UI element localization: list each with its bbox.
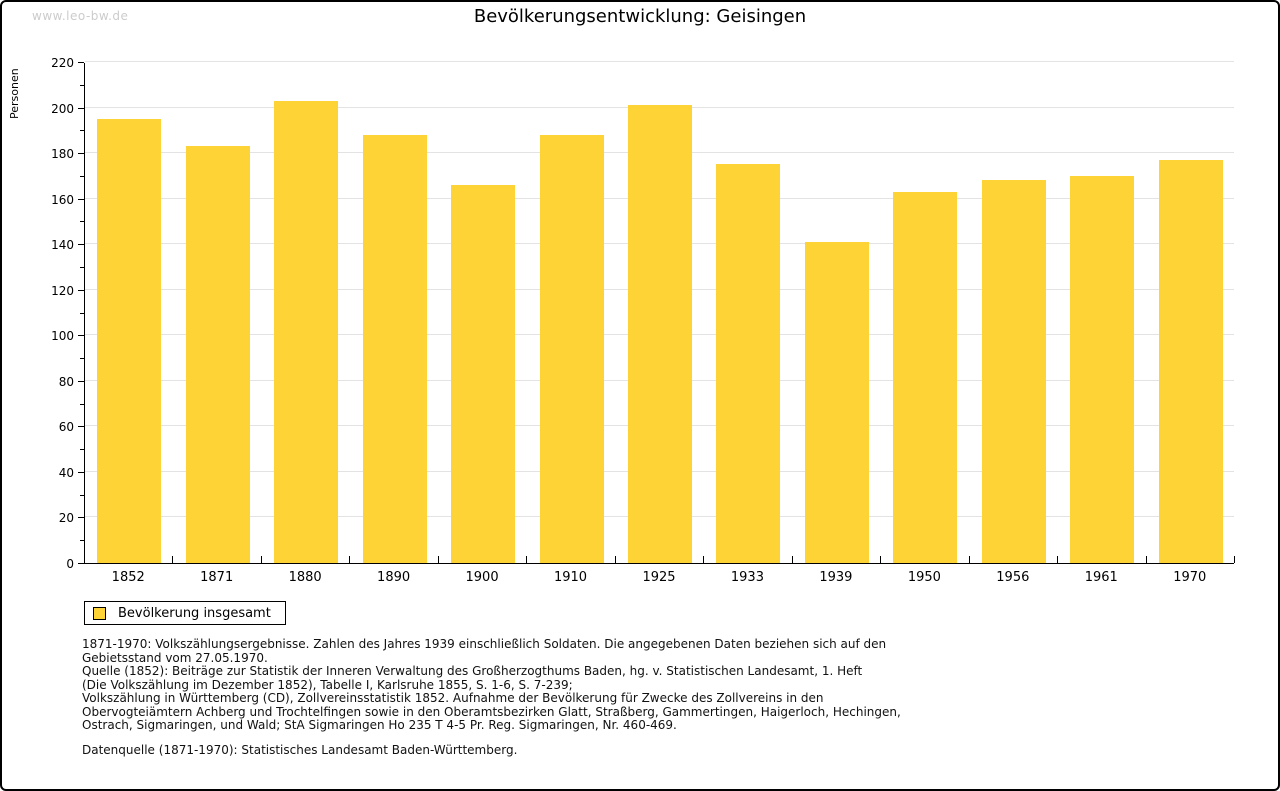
chart-title: Bevölkerungsentwicklung: Geisingen	[473, 6, 807, 27]
x-tick-label-1970: 1970	[1173, 570, 1207, 585]
y-tick-label-80: 80	[58, 374, 74, 389]
y-tick-major	[78, 426, 84, 428]
y-tick-minor	[80, 540, 84, 542]
bar-1925	[628, 105, 692, 563]
y-tick-major	[78, 335, 84, 337]
y-tick-minor	[80, 84, 84, 86]
bar-1939	[804, 241, 869, 563]
y-tick-label-180: 180	[51, 147, 74, 162]
bar-1956	[981, 180, 1046, 563]
x-tick	[349, 556, 351, 563]
x-tick	[437, 556, 439, 563]
x-tick-label-1933: 1933	[730, 570, 764, 585]
y-tick-minor	[80, 175, 84, 177]
y-tick-major	[78, 563, 84, 564]
bar-1933	[716, 164, 781, 563]
bar-1871	[185, 146, 250, 563]
x-tick-label-1871: 1871	[200, 570, 234, 585]
y-tick-label-220: 220	[51, 56, 74, 70]
y-tick-minor	[80, 494, 84, 496]
y-tick-major	[78, 471, 84, 473]
x-tick	[260, 556, 262, 563]
legend: Bevölkerung insgesamt	[84, 601, 286, 625]
y-tick-label-100: 100	[51, 329, 74, 344]
bar-1852	[97, 118, 162, 563]
x-tick	[1057, 556, 1059, 563]
plot-area	[84, 61, 1235, 564]
x-tick-label-1900: 1900	[465, 570, 499, 585]
x-tick-label-1890: 1890	[377, 570, 411, 585]
bar-1910	[539, 134, 604, 563]
y-tick-major	[78, 62, 84, 63]
bar-1970	[1158, 159, 1223, 563]
footnote-line: Quelle (1852): Beiträge zur Statistik de…	[82, 664, 863, 678]
y-tick-label-120: 120	[51, 283, 74, 298]
x-tick	[880, 556, 882, 563]
x-tick-label-1852: 1852	[111, 570, 145, 585]
bar-1961	[1070, 175, 1135, 563]
gridline-y220	[85, 61, 1234, 62]
y-tick-minor	[80, 266, 84, 268]
x-tick	[172, 556, 174, 563]
y-tick-label-200: 200	[51, 101, 74, 116]
x-tick-label-1910: 1910	[553, 570, 588, 585]
y-tick-major	[78, 153, 84, 155]
x-tick-label-1950: 1950	[907, 570, 941, 585]
bar-1880	[274, 100, 339, 563]
y-tick-major	[78, 289, 84, 291]
footnote-line: Ostrach, Sigmaringen, und Wald; StA Sigm…	[82, 718, 677, 732]
footnote-line: (Die Volkszählung im Dezember 1852), Tab…	[82, 677, 573, 692]
y-tick-major	[78, 517, 84, 519]
y-tick-label-60: 60	[58, 420, 74, 435]
watermark-text: www.leo-bw.de	[32, 9, 129, 23]
x-tick-label-1939: 1939	[819, 570, 853, 585]
y-tick-label-160: 160	[51, 192, 74, 207]
footnote-block: 1871-1970: Volkszählungsergebnisse. Zahl…	[82, 637, 1222, 733]
legend-swatch-icon	[93, 606, 106, 620]
x-tick	[703, 556, 705, 563]
bar-1900	[451, 184, 516, 563]
y-tick-minor	[80, 221, 84, 223]
x-tick	[791, 556, 793, 563]
y-tick-minor	[80, 403, 84, 405]
y-tick-label-20: 20	[58, 511, 74, 526]
y-tick-minor	[80, 130, 84, 132]
x-tick	[526, 556, 528, 563]
footnote-line: Gebietsstand vom 27.05.1970.	[82, 650, 268, 665]
y-tick-major	[78, 380, 84, 382]
y-tick-label-140: 140	[51, 238, 74, 253]
footnote-line: Volkszählung in Württemberg (CD), Zollve…	[82, 691, 824, 705]
footnote-line: 1871-1970: Volkszählungsergebnisse. Zahl…	[82, 637, 887, 651]
x-tick-label-1956: 1956	[996, 570, 1030, 585]
datasource-line: Datenquelle (1871-1970): Statistisches L…	[82, 743, 518, 757]
x-tick	[1145, 556, 1147, 563]
y-tick-major	[78, 244, 84, 246]
y-tick-label-0: 0	[66, 557, 74, 571]
y-tick-major	[78, 107, 84, 109]
bar-1950	[893, 191, 958, 563]
bar-1890	[362, 134, 427, 563]
y-tick-major	[78, 198, 84, 200]
x-tick-label-1961: 1961	[1084, 570, 1118, 585]
x-tick	[1234, 556, 1235, 563]
x-tick-label-1925: 1925	[642, 570, 676, 585]
x-tick	[614, 556, 616, 563]
x-tick	[968, 556, 970, 563]
y-tick-label-40: 40	[58, 465, 74, 480]
y-tick-minor	[80, 449, 84, 451]
y-tick-minor	[80, 358, 84, 360]
legend-label: Bevölkerung insgesamt	[118, 605, 271, 621]
x-tick-label-1880: 1880	[288, 570, 322, 585]
y-tick-minor	[80, 312, 84, 314]
footnote-line: Obervogteiämtern Achberg und Trochtelfin…	[82, 704, 901, 719]
